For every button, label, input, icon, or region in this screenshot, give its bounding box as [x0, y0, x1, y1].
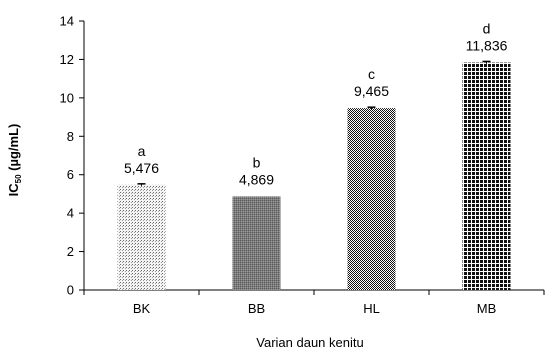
y-axis-title-main: IC	[6, 183, 21, 197]
data-label: 11,836	[466, 38, 508, 54]
y-tick-label: 14	[60, 14, 74, 29]
y-tick-label: 4	[67, 206, 74, 221]
x-tick-label: HL	[363, 301, 380, 316]
bar-mb	[462, 62, 511, 291]
y-tick-label: 12	[60, 52, 74, 67]
x-tick-label: BB	[248, 301, 265, 316]
bar-hl	[347, 108, 396, 291]
y-tick-label: 10	[60, 90, 74, 105]
y-tick-label: 2	[67, 244, 74, 259]
data-label: 4,869	[239, 171, 274, 187]
data-label: 5,476	[124, 160, 159, 176]
y-axis: 0 2 4 6 8 10 12 14	[60, 14, 85, 298]
y-axis-title-unit: (µg/mL)	[6, 124, 21, 175]
y-axis-title: IC50 (µg/mL)	[6, 124, 23, 197]
significance-letter: c	[368, 66, 375, 82]
y-tick-label: 0	[67, 283, 74, 298]
bar-bb	[232, 196, 281, 290]
y-tick-label: 6	[67, 167, 74, 182]
x-axis: BK BB HL MB	[83, 289, 545, 316]
x-tick-label: BK	[133, 301, 151, 316]
data-label: 9,465	[354, 83, 389, 99]
bars	[117, 60, 511, 291]
x-axis-title: Varian daun kenitu	[256, 335, 363, 350]
y-tick-label: 8	[67, 129, 74, 144]
significance-letter: a	[138, 143, 146, 159]
bar-bk	[117, 184, 166, 290]
x-tick-label: MB	[477, 301, 497, 316]
significance-letter: b	[253, 154, 261, 170]
significance-letter: d	[483, 21, 491, 37]
y-axis-title-sub: 50	[14, 174, 23, 183]
